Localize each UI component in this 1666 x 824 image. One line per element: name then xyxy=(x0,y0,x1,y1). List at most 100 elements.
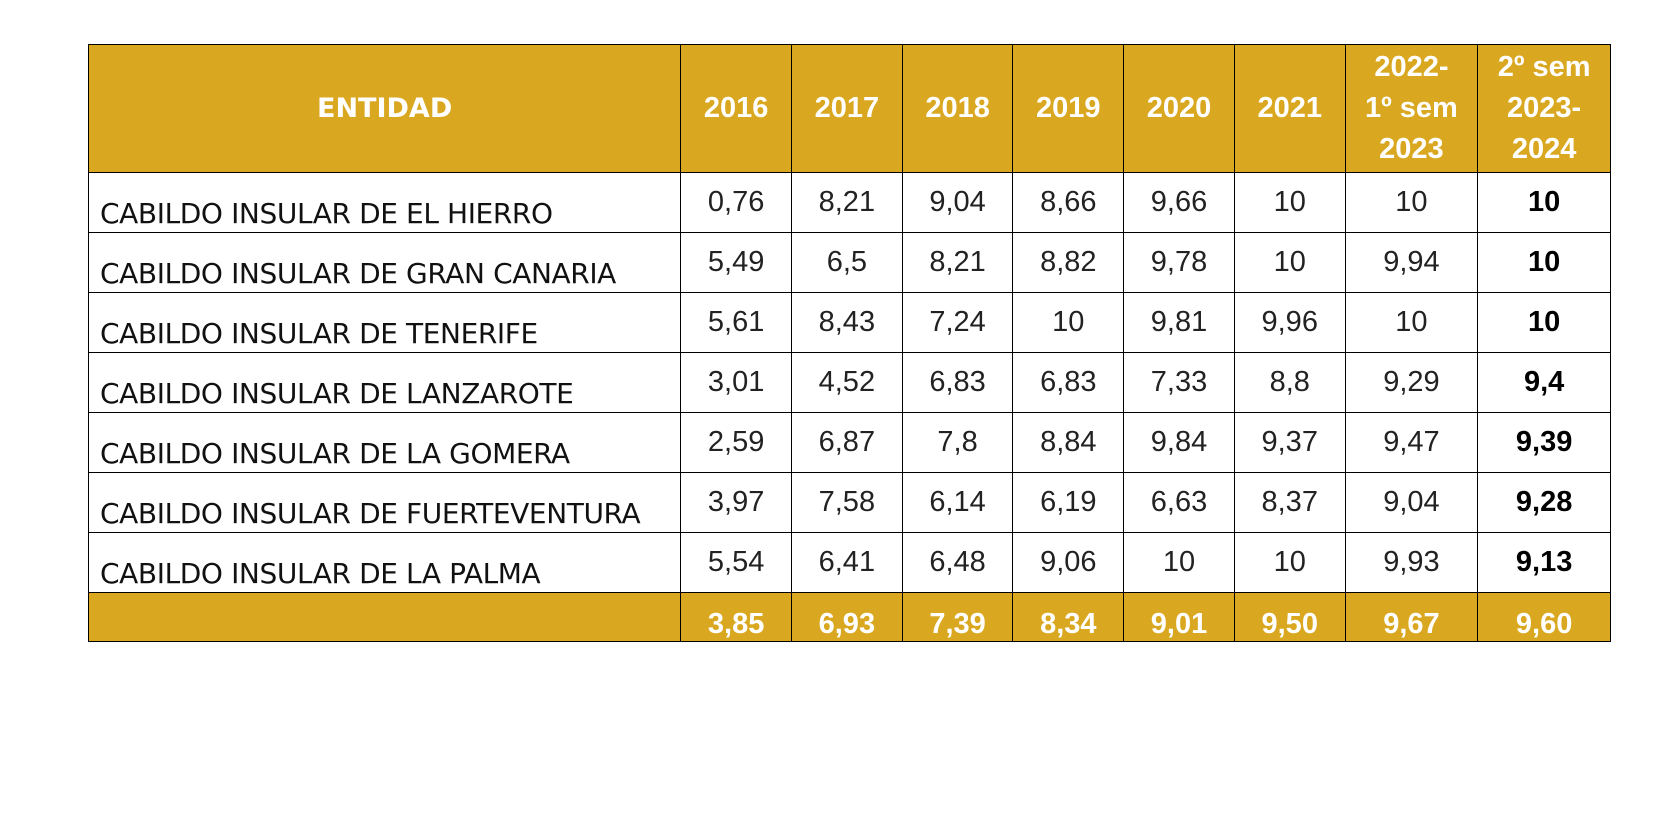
score-cell: 10 xyxy=(1123,532,1235,593)
header-year-line: 2023- xyxy=(1507,92,1582,124)
score-cell: 9,04 xyxy=(1344,472,1479,533)
average-cell: 6,93 xyxy=(791,592,903,642)
header-year-line: 2021 xyxy=(1257,92,1322,124)
score-cell: 9,81 xyxy=(1123,292,1235,353)
table-row: CABILDO INSULAR DE GRAN CANARIA 5,49 6,5 8,… xyxy=(87,232,1611,293)
header-year-line: 2019 xyxy=(1036,92,1101,124)
table-row: CABILDO INSULAR DE LANZAROTE 3,01 4,52 6,83… xyxy=(87,352,1611,413)
entity-name: CABILDO INSULAR DE LA GOMERA xyxy=(87,412,682,473)
header-entity: ENTIDAD xyxy=(87,44,682,173)
table-row: CABILDO INSULAR DE LA GOMERA 2,59 6,87 7,8 8… xyxy=(87,412,1611,473)
score-cell: 9,37 xyxy=(1233,412,1346,473)
header-year-line: 1º sem xyxy=(1365,92,1458,124)
score-cell: 10 xyxy=(1477,172,1611,233)
average-cell: 9,50 xyxy=(1233,592,1346,642)
header-year-line: 2º sem xyxy=(1497,51,1591,83)
score-cell: 6,83 xyxy=(1012,352,1125,413)
score-cell: 4,52 xyxy=(791,352,903,413)
score-cell: 9,96 xyxy=(1233,292,1346,353)
average-cell: 9,60 xyxy=(1477,592,1611,642)
score-cell: 9,13 xyxy=(1477,532,1611,593)
score-cell: 9,78 xyxy=(1123,232,1235,293)
score-cell: 8,82 xyxy=(1012,232,1125,293)
score-cell: 8,66 xyxy=(1012,172,1125,233)
score-cell: 7,24 xyxy=(901,292,1014,353)
average-cell: 9,01 xyxy=(1123,592,1235,642)
score-cell: 9,04 xyxy=(901,172,1014,233)
score-cell: 6,63 xyxy=(1123,472,1235,533)
score-cell: 9,94 xyxy=(1344,232,1479,293)
totals-label xyxy=(87,592,682,642)
average-cell: 9,67 xyxy=(1344,592,1479,642)
score-cell: 6,14 xyxy=(901,472,1014,533)
score-cell: 6,5 xyxy=(791,232,903,293)
entity-name: CABILDO INSULAR DE TENERIFE xyxy=(87,292,682,353)
score-cell: 10 xyxy=(1344,292,1479,353)
score-cell: 8,84 xyxy=(1012,412,1125,473)
score-cell: 6,41 xyxy=(791,532,903,593)
table-footer: 3,85 6,93 7,39 8,34 9,01 9,50 9,67 9,60 xyxy=(87,592,1611,642)
header-year-line: 2024 xyxy=(1511,133,1577,165)
table-row: CABILDO INSULAR DE TENERIFE 5,61 8,43 7,24 1… xyxy=(87,292,1611,353)
score-cell: 7,58 xyxy=(791,472,903,533)
table-header: ENTIDAD 2016 2017 2018 2019 2020 2021 2022- 1º … xyxy=(87,44,1611,173)
score-cell: 10 xyxy=(1233,232,1346,293)
entity-name: CABILDO INSULAR DE LANZAROTE xyxy=(87,352,682,413)
entity-name: CABILDO INSULAR DE LA PALMA xyxy=(87,532,682,593)
score-cell: 9,39 xyxy=(1477,412,1611,473)
header-year-line: 2020 xyxy=(1146,92,1212,124)
score-cell: 9,4 xyxy=(1477,352,1611,413)
average-cell: 7,39 xyxy=(901,592,1014,642)
score-cell: 5,49 xyxy=(680,232,792,293)
score-cell: 3,01 xyxy=(680,352,792,413)
average-cell: 8,34 xyxy=(1012,592,1125,642)
table-row: CABILDO INSULAR DE LA PALMA 5,54 6,41 6,48 9… xyxy=(87,532,1611,593)
header-row: ENTIDAD 2016 2017 2018 2019 2020 2021 2022- 1º … xyxy=(87,44,1611,173)
score-cell: 7,33 xyxy=(1123,352,1235,413)
score-cell: 10 xyxy=(1477,232,1611,293)
score-cell: 10 xyxy=(1012,292,1125,353)
score-cell: 9,29 xyxy=(1344,352,1479,413)
header-year-line: 2016 xyxy=(703,92,769,124)
score-cell: 6,83 xyxy=(901,352,1014,413)
score-cell: 9,47 xyxy=(1344,412,1479,473)
score-cell: 8,21 xyxy=(901,232,1014,293)
table-row: CABILDO INSULAR DE EL HIERRO 0,76 8,21 9,04… xyxy=(87,172,1611,233)
score-cell: 6,87 xyxy=(791,412,903,473)
score-cell: 10 xyxy=(1233,532,1346,593)
score-cell: 8,43 xyxy=(791,292,903,353)
table-body: CABILDO INSULAR DE EL HIERRO 0,76 8,21 9,04… xyxy=(87,172,1611,593)
header-year-4: 2020 xyxy=(1123,44,1235,173)
header-year-1: 2017 xyxy=(791,44,903,173)
header-year-2: 2018 xyxy=(901,44,1014,173)
header-year-line: 2023 xyxy=(1379,133,1444,165)
score-cell: 5,61 xyxy=(680,292,792,353)
score-cell: 0,76 xyxy=(680,172,792,233)
score-cell: 2,59 xyxy=(680,412,792,473)
score-cell: 10 xyxy=(1233,172,1346,233)
header-year-line: 2017 xyxy=(814,92,880,124)
score-cell: 8,8 xyxy=(1233,352,1346,413)
header-year-3: 2019 xyxy=(1012,44,1125,173)
score-cell: 5,54 xyxy=(680,532,792,593)
scores-table: ENTIDAD 2016 2017 2018 2019 2020 2021 2022- 1º … xyxy=(87,44,1611,642)
score-cell: 6,48 xyxy=(901,532,1014,593)
header-year-line: 2022- xyxy=(1374,51,1449,83)
score-cell: 8,37 xyxy=(1233,472,1346,533)
entity-name: CABILDO INSULAR DE GRAN CANARIA xyxy=(87,232,682,293)
header-year-line: 2018 xyxy=(925,92,990,124)
score-cell: 10 xyxy=(1477,292,1611,353)
score-cell: 9,66 xyxy=(1123,172,1235,233)
entity-name: CABILDO INSULAR DE EL HIERRO xyxy=(87,172,682,233)
totals-row: 3,85 6,93 7,39 8,34 9,01 9,50 9,67 9,60 xyxy=(87,592,1611,642)
score-cell: 3,97 xyxy=(680,472,792,533)
header-year-6: 2022- 1º sem 2023 xyxy=(1344,44,1479,173)
header-year-0: 2016 xyxy=(680,44,792,173)
score-cell: 9,28 xyxy=(1477,472,1611,533)
header-year-5: 2021 xyxy=(1233,44,1346,173)
entity-name: CABILDO INSULAR DE FUERTEVENTURA xyxy=(87,472,682,533)
score-cell: 8,21 xyxy=(791,172,903,233)
score-cell: 10 xyxy=(1344,172,1479,233)
average-cell: 3,85 xyxy=(680,592,792,642)
score-cell: 7,8 xyxy=(901,412,1014,473)
